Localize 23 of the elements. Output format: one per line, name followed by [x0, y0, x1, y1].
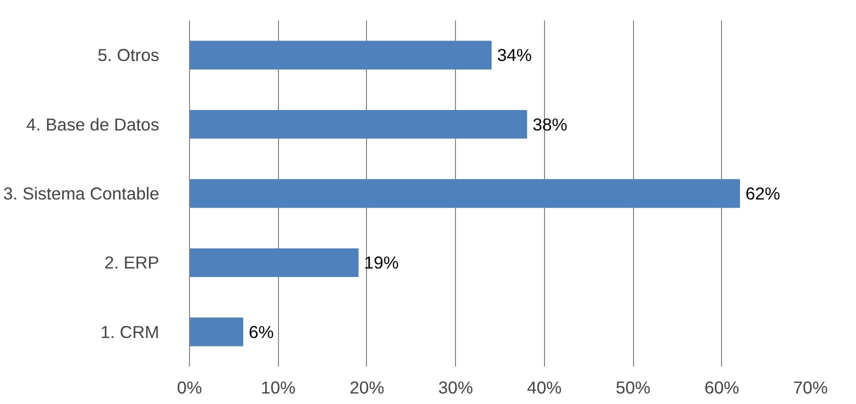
bar — [190, 248, 359, 278]
data-label: 38% — [532, 114, 568, 134]
x-tick-label: 10% — [260, 378, 296, 398]
bar — [190, 318, 244, 346]
data-label: 6% — [248, 322, 274, 342]
y-tick-label: 2. ERP — [104, 252, 160, 273]
bar — [190, 40, 492, 70]
bar — [190, 110, 528, 139]
x-tick-label: 0% — [176, 378, 202, 398]
x-tick-label: 50% — [616, 378, 650, 398]
data-label: 19% — [364, 252, 399, 273]
y-tick-label: 5. Otros — [98, 45, 160, 66]
data-label: 34% — [497, 45, 532, 66]
y-tick-label: 1. CRM — [100, 322, 160, 342]
x-tick-label: 30% — [438, 378, 473, 398]
data-label: 62% — [746, 184, 780, 204]
bar — [190, 179, 740, 208]
x-tick-label: 60% — [704, 378, 740, 398]
y-tick-label: 4. Base de Datos — [26, 114, 160, 134]
x-tick-label: 20% — [350, 378, 384, 398]
x-tick-label: 40% — [527, 378, 562, 398]
x-tick-label: 70% — [793, 378, 828, 398]
y-tick-label: 3. Sistema Contable — [3, 184, 160, 204]
